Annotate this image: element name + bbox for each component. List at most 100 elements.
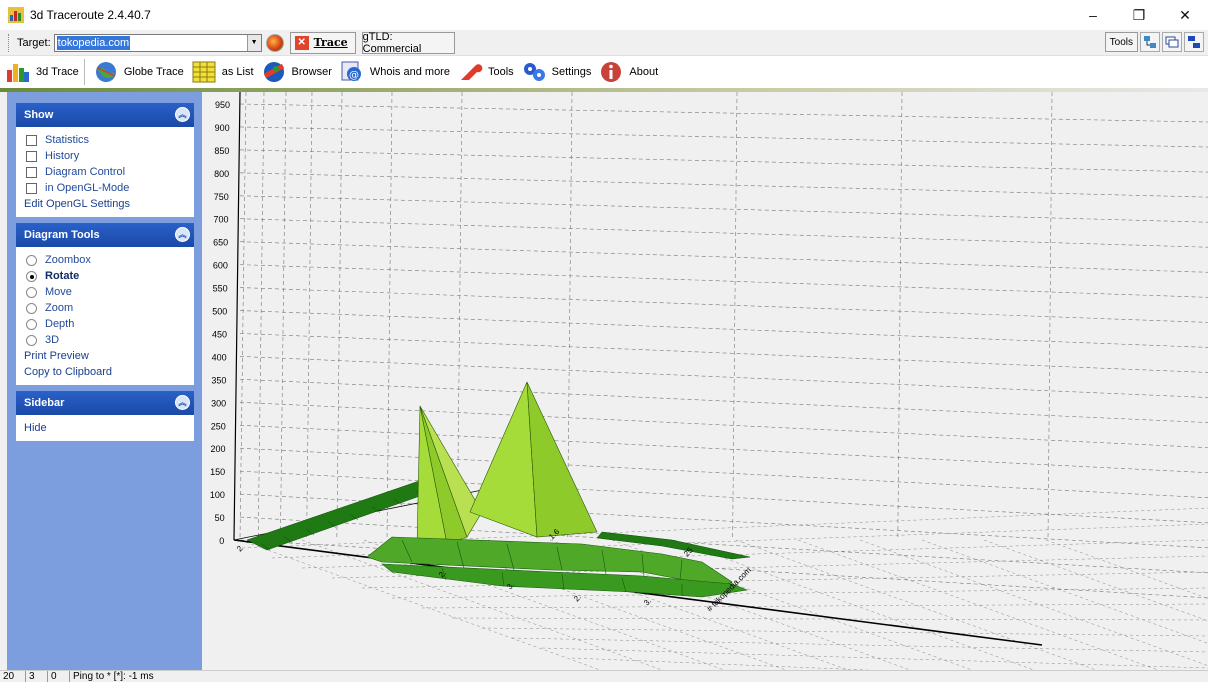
globe-icon: [92, 59, 120, 85]
gtld-button[interactable]: gTLD: Commercial: [361, 31, 455, 55]
main-toolbar: 3d Trace Globe Trace as List Browser @ W: [0, 56, 1208, 88]
radio[interactable]: [26, 318, 37, 330]
checkbox-history[interactable]: History: [25, 148, 194, 164]
radio[interactable]: [26, 302, 37, 314]
radio-3d[interactable]: 3D: [25, 332, 194, 348]
grid-horizontal-line: [239, 310, 1208, 348]
trace-3d-chart[interactable]: 950 900 850 800 750 700 650 600 550 500 450 400 350 3…: [202, 92, 1208, 670]
toolbar-tools[interactable]: Tools: [454, 57, 516, 87]
diagram-tools-panel: Diagram Tools ︽ Zoombox Rotate Move Zoom…: [16, 223, 194, 385]
toolbar-label: Settings: [551, 66, 592, 78]
dropdown-arrow-icon[interactable]: ▼: [246, 34, 261, 51]
go-globe-icon[interactable]: [265, 33, 284, 52]
grid-horizontal-line: [239, 447, 1208, 499]
grid-vertical-line: [280, 92, 287, 541]
panel-header[interactable]: Show ︽: [16, 103, 194, 127]
grid-horizontal-line: [239, 264, 1208, 298]
network-icon[interactable]: [1140, 32, 1160, 52]
y-tick-label: 750: [214, 192, 229, 202]
radio[interactable]: [26, 270, 37, 282]
close-button[interactable]: ✕: [1179, 6, 1191, 23]
cascade-icon[interactable]: [1184, 32, 1204, 52]
status-bar: 20 3 0 Ping to * [*]: -1 ms: [0, 670, 1208, 682]
y-tick-label: 850: [214, 146, 229, 156]
toolbar-settings[interactable]: Settings: [518, 57, 594, 87]
floor-grid-line: [239, 539, 601, 670]
target-input[interactable]: tokopedia.com ▼: [53, 33, 262, 52]
toolbar-3d-trace[interactable]: 3d Trace: [2, 57, 81, 87]
y-axis-line: [233, 92, 241, 541]
x-tick-label: 2: [235, 544, 245, 554]
surface-grid-line: [401, 539, 413, 563]
grid-horizontal-line: [239, 356, 1208, 398]
target-value[interactable]: tokopedia.com: [56, 35, 131, 50]
toolbar-label: Browser: [291, 66, 332, 78]
panel-header[interactable]: Diagram Tools ︽: [16, 223, 194, 247]
panel-header[interactable]: Sidebar ︽: [16, 391, 194, 415]
toolbar-browser[interactable]: Browser: [258, 57, 334, 87]
toolbar-label: Tools: [487, 66, 514, 78]
toolbar-about[interactable]: About: [595, 57, 660, 87]
grid-vertical-line: [1047, 92, 1053, 541]
radio-depth[interactable]: Depth: [25, 316, 194, 332]
checkbox[interactable]: [26, 150, 37, 162]
floor-grid-line: [859, 539, 1208, 666]
wrench-icon: [456, 59, 484, 85]
checkbox[interactable]: [26, 166, 37, 178]
stop-x-icon: ✕: [294, 35, 309, 50]
toolbar-whois[interactable]: @ Whois and more: [336, 57, 452, 87]
checkbox-statistics[interactable]: Statistics: [25, 132, 194, 148]
surface-grid-line: [456, 541, 465, 569]
trace-button[interactable]: ✕ Trace: [289, 31, 356, 54]
copy-to-clipboard-link[interactable]: Copy to Clipboard: [24, 366, 113, 378]
status-count-3: 0: [48, 670, 70, 682]
radio[interactable]: [26, 286, 37, 298]
show-panel: Show ︽ Statistics History Diagram Contro…: [16, 103, 194, 217]
checkbox[interactable]: [26, 134, 37, 146]
floor-grid-line: [363, 539, 725, 670]
checkbox-label: Statistics: [45, 134, 90, 146]
radio-rotate[interactable]: Rotate: [25, 268, 194, 284]
radio[interactable]: [26, 334, 37, 346]
collapse-icon[interactable]: ︽: [175, 395, 190, 410]
collapse-icon[interactable]: ︽: [175, 107, 190, 122]
maximize-button[interactable]: ❐: [1132, 6, 1146, 23]
toolbar-as-list[interactable]: as List: [188, 57, 256, 87]
minimize-button[interactable]: –: [1089, 7, 1097, 23]
surface-grid-line: [371, 506, 381, 513]
toolbar-label: About: [629, 66, 659, 78]
grid-horizontal-line: [239, 195, 1208, 223]
floor-grid-line: [451, 617, 1208, 621]
collapse-icon[interactable]: ︽: [175, 227, 190, 242]
checkbox[interactable]: [26, 182, 37, 194]
checkbox-diagram-control[interactable]: Diagram Control: [25, 164, 194, 180]
toolbar-label: Globe Trace: [123, 66, 184, 78]
y-tick-label: 950: [215, 100, 230, 110]
floor-grid-line: [391, 587, 1208, 599]
surface-grid-line: [349, 513, 359, 521]
windows-icon[interactable]: [1162, 32, 1182, 52]
floor-grid-line: [481, 627, 1208, 637]
toolbar-grip[interactable]: [8, 33, 11, 52]
y-tick-label: 300: [211, 398, 226, 408]
chart-svg[interactable]: 9509008508007507006506005505004504003503…: [202, 92, 1208, 670]
grid-horizontal-line: [239, 149, 1208, 173]
toolbar-globe-trace[interactable]: Globe Trace: [90, 57, 186, 87]
address-bar: Target: tokopedia.com ▼ ✕ Trace gTLD: Co…: [0, 30, 1208, 56]
y-tick-label: 200: [210, 444, 225, 454]
print-preview-link[interactable]: Print Preview: [24, 350, 89, 362]
tools-small-button[interactable]: Tools: [1104, 32, 1138, 52]
peak-1-back: [419, 405, 483, 538]
checkbox-opengl-mode[interactable]: in OpenGL-Mode: [25, 180, 194, 196]
floor-grid-line: [487, 539, 849, 670]
radio-zoom[interactable]: Zoom: [25, 300, 194, 316]
hide-sidebar-link[interactable]: Hide: [24, 422, 47, 434]
edit-opengl-settings-link[interactable]: Edit OpenGL Settings: [24, 198, 130, 210]
radio-zoombox[interactable]: Zoombox: [25, 252, 194, 268]
grid-vertical-line: [897, 92, 903, 541]
radio[interactable]: [26, 254, 37, 266]
x-tick-label: 3.: [642, 596, 653, 607]
surface-grid-line: [393, 498, 403, 506]
radio-move[interactable]: Move: [25, 284, 194, 300]
grid-horizontal-line: [239, 470, 1208, 524]
